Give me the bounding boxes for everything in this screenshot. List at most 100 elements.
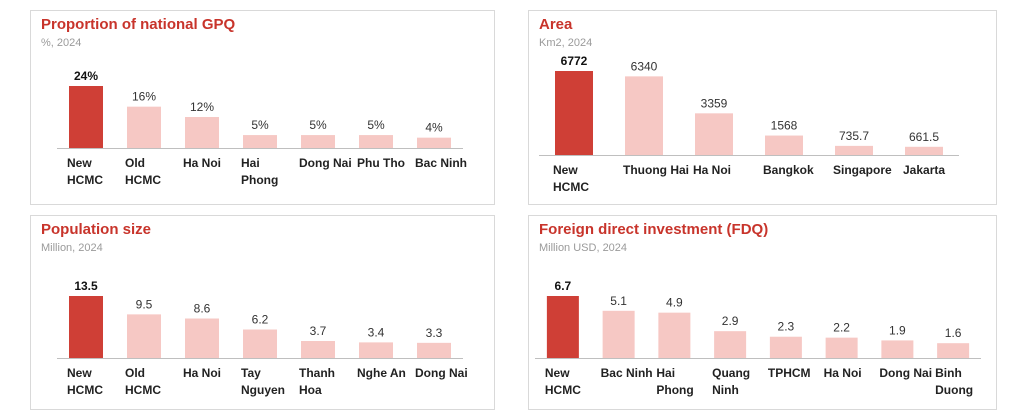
category-label: Singapore [833,163,892,177]
bar [301,341,335,358]
bar [658,312,691,358]
chart-subtitle: Million USD, 2024 [539,242,628,254]
data-label: 16% [132,90,156,104]
category-label: New HCMC [67,156,103,187]
bar [835,145,873,155]
data-label: 2.3 [778,320,795,334]
category-label: Bac Ninh [601,366,653,380]
data-label: 3.3 [426,326,443,340]
bar [602,310,635,358]
bar [714,331,747,358]
bar [185,318,219,358]
category-label: Dong Nai [879,366,932,380]
category-label: New HCMC [67,366,103,397]
bar [825,337,858,358]
category-label: Quang Ninh [712,366,750,397]
bar [243,135,277,148]
category-label: Old HCMC [125,156,161,187]
category-label: Dong Nai [415,366,468,380]
bar [185,117,219,148]
chart-title: Foreign direct investment (FDQ) [539,221,769,238]
data-label: 3.7 [310,324,327,338]
data-label: 6772 [561,54,588,68]
data-label: 6.7 [555,279,572,293]
bar [765,135,803,155]
bar [127,314,161,358]
chart-subtitle: Km2, 2024 [539,37,593,49]
data-label: 6340 [631,59,658,73]
data-label: 5% [367,118,385,132]
gpq-share-bar-chart: 24% New HCMC 16% Old HCMC 12% Ha Noi 5% Hai Phong 5… [57,69,467,187]
data-label: 1568 [771,119,798,133]
category-label: Thuong Hai [623,163,689,177]
category-label: Phu Tho [357,156,405,170]
bar [127,106,161,148]
chart-panel-fdi: Foreign direct investment (FDQ) Million … [528,215,997,410]
data-label: 9.5 [136,297,153,311]
category-label: Jakarta [903,163,945,177]
data-label: 24% [74,69,98,83]
category-label: Ha Noi [824,366,862,380]
data-label: 5% [309,118,327,132]
chart-panel-area: Area Km2, 2024 6772 New HCMC 6340 Thuong Hai… [528,10,997,205]
category-label: New HCMC [553,163,589,194]
data-label: 8.6 [194,302,211,316]
bar [301,135,335,148]
bar [359,342,393,358]
data-label: 3.4 [368,325,385,339]
bar [69,296,103,358]
category-label: Dong Nai [299,156,352,170]
data-label: 2.9 [722,314,739,328]
bar [69,86,103,148]
category-label: Bac Ninh [415,156,467,170]
data-label: 661.5 [909,130,939,144]
population-bar-chart: 13.5 New HCMC 9.5 Old HCMC 8.6 Ha Noi 6.2 Tay Nguy… [57,279,468,397]
data-label: 6.2 [252,313,269,327]
category-label: Hai Phong [241,156,278,187]
bar [881,340,914,358]
bar [417,342,451,358]
category-label: Nghe An [357,366,406,380]
chart-title: Population size [41,221,152,238]
bar [625,76,663,155]
data-label: 1.6 [945,326,962,340]
bar [546,296,579,358]
category-label: Ha Noi [693,163,731,177]
bar [695,113,733,155]
data-label: 2.2 [833,321,850,335]
data-label: 12% [190,100,214,114]
chart-subtitle: %, 2024 [41,37,82,49]
category-label: Tay Nguyen [241,366,285,397]
chart-panel-population: Population size Million, 2024 13.5 New HCM… [30,215,495,410]
category-label: TPHCM [768,366,811,380]
data-label: 1.9 [889,323,906,337]
area-bar-chart: 6772 New HCMC 6340 Thuong Hai 3359 Ha Noi 1568 B… [539,54,959,194]
bar [905,146,943,155]
data-label: 5% [251,118,269,132]
chart-panel-gpq-share: Proportion of national GPQ %, 2024 24% Ne… [30,10,495,205]
chart-title: Area [539,16,573,33]
data-label: 3359 [701,96,728,110]
chart-title: Proportion of national GPQ [41,16,236,33]
data-label: 4% [425,121,443,135]
bar [769,336,802,358]
category-label: New HCMC [545,366,581,397]
bar [359,135,393,148]
category-label: Ha Noi [183,156,221,170]
data-label: 4.9 [666,296,683,310]
fdi-bar-chart: 6.7 New HCMC 5.1 Bac Ninh 4.9 Hai Phong 2.9 Quang… [535,279,981,397]
bar [555,71,593,155]
category-label: Bangkok [763,163,814,177]
data-label: 5.1 [610,294,627,308]
category-label: Ha Noi [183,366,221,380]
bar [937,343,970,358]
chart-subtitle: Million, 2024 [41,242,103,254]
category-label: Thanh Hoa [299,366,335,397]
data-label: 735.7 [839,129,869,143]
category-label: Binh Duong [935,366,973,397]
bar [243,329,277,358]
category-label: Old HCMC [125,366,161,397]
bar [417,137,451,148]
data-label: 13.5 [74,279,98,293]
category-label: Hai Phong [656,366,693,397]
